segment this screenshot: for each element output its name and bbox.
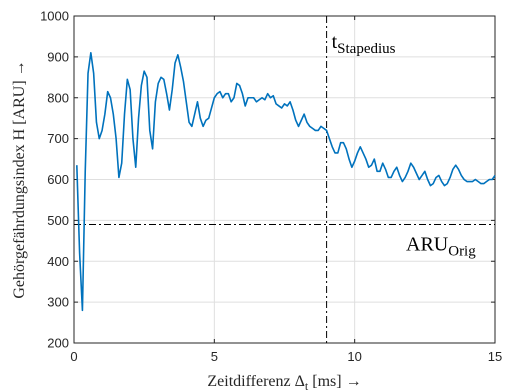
aru-orig-label: ARU <box>406 233 449 255</box>
aru-orig-subscript: Orig <box>448 243 476 259</box>
t-stapedius-annotation: tStapedius <box>332 31 396 57</box>
x-tick-label: 0 <box>70 349 77 364</box>
reference-lines <box>74 16 495 343</box>
y-tick-label: 200 <box>47 336 69 351</box>
aru-orig-annotation: ARUOrig <box>406 233 476 259</box>
x-axis-label-sub: t <box>305 379 309 392</box>
t-stapedius-label: t <box>332 31 338 53</box>
y-tick-label: 600 <box>47 172 69 187</box>
x-tick-label: 10 <box>347 349 361 364</box>
x-tick-label: 15 <box>488 349 502 364</box>
y-tick-label: 400 <box>47 254 69 269</box>
y-tick-label: 700 <box>47 131 69 146</box>
x-axis-label-main: Zeitdifferenz Δ <box>207 373 305 390</box>
axis-ticks <box>73 15 496 344</box>
x-tick-labels: 0 5 10 15 <box>70 349 502 364</box>
y-tick-labels: 200 300 400 500 600 700 800 900 1000 <box>40 9 69 351</box>
x-axis-label: Zeitdifferenz Δt [ms] → <box>207 373 361 392</box>
y-tick-label: 300 <box>47 295 69 310</box>
y-tick-label: 1000 <box>40 9 69 24</box>
grid <box>73 15 496 344</box>
y-tick-label: 500 <box>47 213 69 228</box>
x-tick-label: 5 <box>211 349 218 364</box>
t-stapedius-subscript: Stapedius <box>337 41 395 57</box>
y-axis-label: Gehörgefährdungsindex H [ARU] → <box>11 60 28 298</box>
y-tick-label: 900 <box>47 49 69 64</box>
x-axis-label-suffix: [ms] → <box>308 373 361 390</box>
y-tick-label: 800 <box>47 90 69 105</box>
series-line <box>76 51 496 312</box>
